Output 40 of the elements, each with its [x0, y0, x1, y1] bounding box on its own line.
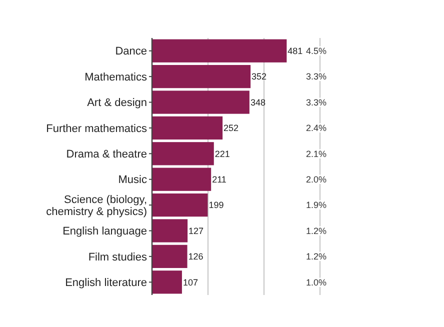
y-tick-label: Music	[118, 174, 148, 186]
annotation: 2.0%	[306, 174, 327, 184]
annotation: 3.3%	[306, 97, 327, 108]
annotation: 1.2%	[306, 226, 327, 236]
bar	[152, 244, 188, 268]
y-tick-label: Dance	[115, 46, 147, 58]
data-label: 107	[182, 277, 198, 288]
annotation: 1.9%	[306, 200, 327, 210]
bar	[152, 168, 212, 191]
y-tick-label: English language	[62, 226, 147, 238]
annotation: 1.2%	[306, 252, 327, 262]
annotation: 1.0%	[306, 277, 327, 288]
data-label: 348	[250, 97, 266, 108]
annotation: 4.5%	[306, 46, 327, 56]
data-label: 199	[208, 200, 224, 210]
y-tick-label: Mathematics	[84, 71, 148, 84]
y-tick-label: Art & design	[87, 97, 147, 110]
bar	[152, 142, 214, 166]
data-label: 126	[188, 252, 204, 262]
bar	[152, 219, 188, 242]
y-tick-label: Further mathematics	[46, 122, 148, 135]
bar	[152, 116, 223, 140]
y-tick-label: English literature	[65, 277, 147, 289]
data-label: 252	[224, 123, 239, 134]
bar	[152, 193, 208, 217]
bar	[152, 270, 182, 294]
annotation: 2.4%	[306, 123, 327, 134]
annotation: 2.1%	[306, 148, 327, 159]
bar	[152, 90, 250, 114]
bar	[152, 39, 287, 62]
bar	[152, 64, 251, 88]
data-label: 481	[288, 46, 303, 56]
data-label: 352	[252, 72, 267, 82]
data-label: 127	[188, 226, 204, 236]
y-tick-label: Science (biology, chemistry & physics)	[46, 194, 147, 218]
data-label: 211	[212, 174, 226, 184]
y-tick-label: Film studies	[88, 251, 148, 264]
data-label: 221	[214, 148, 230, 159]
annotation: 3.3%	[306, 72, 327, 82]
y-tick-label: Drama & theatre	[66, 148, 147, 160]
